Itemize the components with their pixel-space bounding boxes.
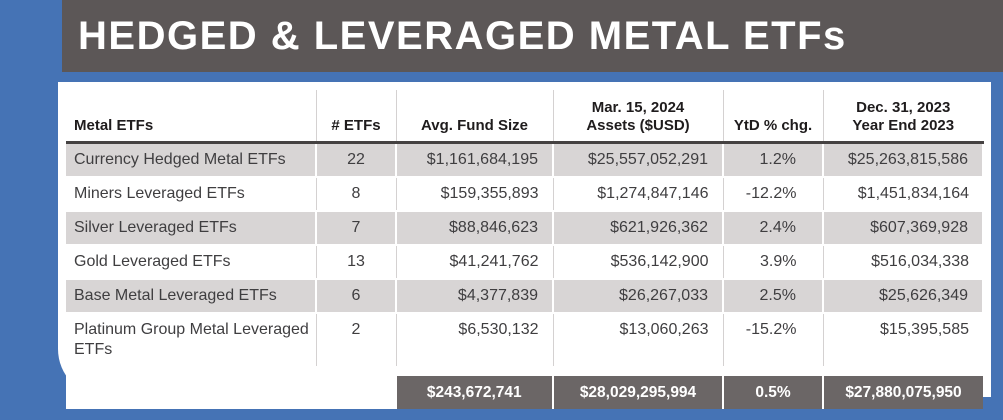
cell-name: Gold Leveraged ETFs (66, 244, 317, 280)
cell-year-end: $15,395,585 (823, 312, 983, 368)
table-row: Silver Leveraged ETFs 7 $88,846,623 $621… (66, 210, 984, 246)
cell-avg-fund-size: $4,377,839 (396, 278, 554, 314)
totals-row: $243,672,741 $28,029,295,994 0.5% $27,88… (66, 375, 983, 409)
table-header-row: Metal ETFs # ETFs Avg. Fund Size Mar. 15… (66, 90, 983, 144)
cell-assets: $621,926,362 (553, 210, 724, 246)
table-row: Platinum Group Metal Leveraged ETFs 2 $6… (66, 312, 983, 368)
cell-num-etfs: 6 (316, 278, 397, 314)
table-row: Gold Leveraged ETFs 13 $41,241,762 $536,… (66, 244, 983, 280)
cell-name: Miners Leveraged ETFs (66, 176, 317, 212)
cell-ytd-chg: 2.4% (723, 210, 824, 246)
table-row: Miners Leveraged ETFs 8 $159,355,893 $1,… (66, 176, 983, 212)
cell-avg-fund-size: $6,530,132 (396, 312, 554, 368)
totals-avg-fund-size: $243,672,741 (396, 375, 554, 409)
table-row: Currency Hedged Metal ETFs 22 $1,161,684… (66, 142, 984, 178)
cell-ytd-chg: 3.9% (723, 244, 824, 280)
title-banner: HEDGED & LEVERAGED METAL ETFs (62, 0, 1003, 72)
cell-name: Silver Leveraged ETFs (66, 210, 317, 246)
totals-ytd-chg: 0.5% (723, 375, 824, 409)
cell-name: Platinum Group Metal Leveraged ETFs (66, 312, 317, 368)
cell-num-etfs: 7 (316, 210, 397, 246)
col-header-metal-etfs: Metal ETFs (66, 90, 317, 144)
cell-year-end: $1,451,834,164 (823, 176, 983, 212)
table-panel: Metal ETFs # ETFs Avg. Fund Size Mar. 15… (58, 82, 991, 409)
cell-assets: $536,142,900 (553, 244, 724, 280)
cell-name: Base Metal Leveraged ETFs (66, 278, 317, 314)
cell-assets: $1,274,847,146 (553, 176, 724, 212)
cell-num-etfs: 22 (316, 142, 397, 178)
cell-num-etfs: 2 (316, 312, 397, 368)
cell-year-end: $516,034,338 (823, 244, 983, 280)
totals-assets: $28,029,295,994 (553, 375, 724, 409)
spacer-row (66, 366, 983, 376)
cell-ytd-chg: 1.2% (723, 142, 824, 178)
cell-name: Currency Hedged Metal ETFs (66, 142, 317, 178)
totals-empty-cell (66, 375, 397, 409)
cell-num-etfs: 8 (316, 176, 397, 212)
cell-avg-fund-size: $41,241,762 (396, 244, 554, 280)
cell-avg-fund-size: $159,355,893 (396, 176, 554, 212)
col-header-assets: Mar. 15, 2024 Assets ($USD) (553, 90, 724, 144)
col-header-num-etfs: # ETFs (316, 90, 397, 144)
cell-assets: $25,557,052,291 (553, 142, 724, 178)
cell-ytd-chg: -12.2% (723, 176, 824, 212)
cell-num-etfs: 13 (316, 244, 397, 280)
col-header-year-end: Dec. 31, 2023 Year End 2023 (823, 90, 983, 144)
cell-assets: $13,060,263 (553, 312, 724, 368)
col-header-avg-fund-size: Avg. Fund Size (396, 90, 554, 144)
cell-year-end: $25,263,815,586 (823, 142, 984, 178)
cell-avg-fund-size: $1,161,684,195 (396, 142, 554, 178)
cell-assets: $26,267,033 (553, 278, 724, 314)
etf-table: Metal ETFs # ETFs Avg. Fund Size Mar. 15… (66, 90, 984, 409)
cell-ytd-chg: -15.2% (723, 312, 824, 368)
cell-year-end: $607,369,928 (823, 210, 984, 246)
page-title: HEDGED & LEVERAGED METAL ETFs (78, 14, 847, 58)
cell-avg-fund-size: $88,846,623 (396, 210, 554, 246)
totals-year-end: $27,880,075,950 (823, 375, 983, 409)
col-header-ytd-chg: YtD % chg. (723, 90, 824, 144)
cell-ytd-chg: 2.5% (723, 278, 824, 314)
cell-year-end: $25,626,349 (823, 278, 984, 314)
table-row: Base Metal Leveraged ETFs 6 $4,377,839 $… (66, 278, 984, 314)
